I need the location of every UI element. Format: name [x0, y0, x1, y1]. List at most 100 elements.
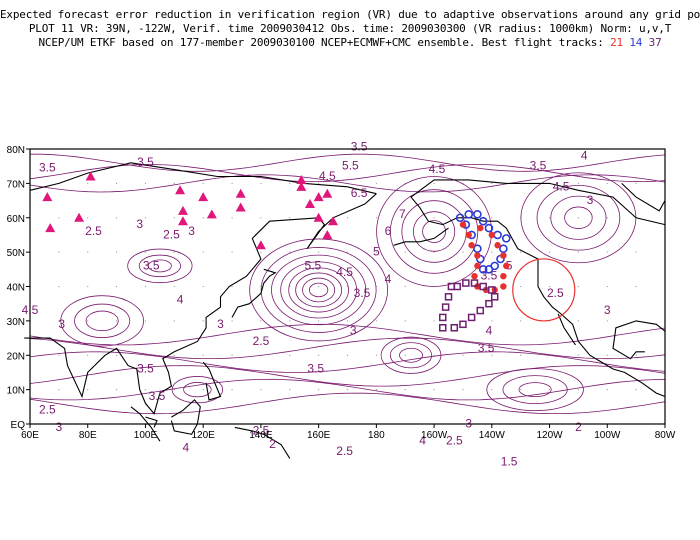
contour-label: 2.5 — [547, 286, 564, 300]
coastline — [557, 313, 576, 346]
lat-label: 30N — [7, 317, 25, 328]
grid-dot — [173, 285, 175, 288]
contour-label: 2.5 — [85, 224, 102, 238]
grid-dot — [606, 217, 608, 219]
grid-dot — [520, 354, 522, 356]
grid-dot — [577, 285, 580, 288]
grid-dot — [635, 389, 637, 391]
contour-line — [29, 337, 666, 360]
grid-dot — [260, 217, 262, 219]
grid-dot — [548, 389, 551, 391]
contour-line — [502, 375, 568, 405]
grid-dot — [491, 217, 493, 219]
grid-dot — [115, 217, 118, 219]
grid-dot — [202, 389, 204, 391]
grid-dot — [548, 217, 551, 219]
grid-dot — [375, 217, 377, 219]
track-37-point — [479, 282, 487, 291]
grid-dot — [318, 182, 320, 184]
grid-dot — [231, 320, 233, 322]
grid-dot — [375, 320, 377, 322]
grid-dot — [606, 251, 608, 253]
contour-line — [29, 164, 666, 183]
track-21-point — [468, 242, 475, 249]
observation-triangle — [42, 192, 53, 202]
contour-label: 3.5 — [478, 341, 495, 355]
contour-line — [127, 248, 193, 284]
contour-line — [60, 295, 144, 347]
grid-dot — [173, 217, 175, 219]
track-14-point — [478, 265, 488, 274]
contour-label: 6 — [385, 224, 392, 238]
track-37-point — [485, 299, 493, 308]
map-header: Expected forecast error reduction in ver… — [0, 0, 700, 70]
grid-dot — [260, 251, 262, 253]
track-21-point — [465, 231, 472, 239]
contour-line — [422, 220, 446, 243]
lat-label: 70N — [7, 179, 25, 190]
track-21-point — [500, 283, 507, 290]
track-21-point — [477, 224, 484, 232]
grid-dot — [577, 217, 580, 219]
lon-label: 100E — [134, 430, 158, 441]
track-37-point — [490, 293, 499, 301]
contour-label: 3.5 — [143, 258, 160, 272]
track-14-point — [473, 210, 482, 219]
grid-dot — [346, 251, 349, 253]
lon-label: 140W — [479, 430, 506, 441]
grid-dot — [289, 389, 291, 391]
contour-label: 4 — [385, 272, 392, 286]
track-14-point — [473, 244, 482, 253]
grid-dot — [491, 320, 493, 322]
contour-label: 3 — [56, 420, 63, 434]
grid-dot — [260, 182, 262, 184]
contour-label: 4 — [419, 434, 426, 448]
track-21-point — [494, 242, 501, 249]
coastline — [202, 361, 222, 401]
contour-label: 5.5 — [305, 258, 322, 272]
track-14-point — [478, 216, 488, 226]
track-37-point — [441, 303, 450, 311]
observation-triangle — [255, 240, 266, 250]
coastline — [29, 162, 377, 195]
grid-dot — [318, 389, 320, 391]
grid-dot — [433, 182, 435, 184]
contour-line — [29, 365, 666, 387]
grid-dot — [520, 389, 522, 391]
grid-dot — [346, 389, 349, 391]
contour-label: 2.5 — [163, 227, 180, 241]
grid-dot — [115, 320, 118, 322]
grid-dot — [58, 354, 60, 356]
grid-dot — [520, 251, 522, 253]
observation-triangle — [177, 205, 188, 215]
track-37-point — [467, 313, 476, 322]
grid-dot — [289, 182, 291, 184]
lon-label: 120E — [192, 430, 216, 441]
contour-line — [309, 282, 329, 298]
grid-dot — [346, 320, 349, 322]
track-37-point — [488, 286, 496, 294]
lon-label: 80W — [655, 430, 676, 441]
track-21-point — [488, 231, 496, 239]
grid-dot — [375, 389, 377, 391]
grid-dot — [260, 389, 262, 391]
lon-label: 60E — [21, 430, 39, 441]
contour-lines — [29, 153, 666, 415]
track-14-point — [484, 223, 494, 233]
contour-line — [288, 267, 349, 313]
contour-line — [271, 254, 367, 326]
contour-label: 3 — [604, 303, 611, 317]
contour-line — [564, 206, 593, 229]
track-37-point — [439, 324, 447, 332]
grid-dot — [346, 217, 349, 219]
track-37-point — [439, 313, 447, 322]
grid-dot — [87, 285, 89, 288]
track-37-point — [470, 279, 479, 287]
observation-triangle — [296, 174, 307, 184]
contour-label: 7 — [399, 207, 406, 221]
lat-label: 60N — [7, 214, 25, 225]
coastline — [170, 399, 201, 435]
grid-dot — [404, 320, 406, 322]
contour-line — [401, 200, 467, 263]
observation-markers — [42, 171, 576, 332]
